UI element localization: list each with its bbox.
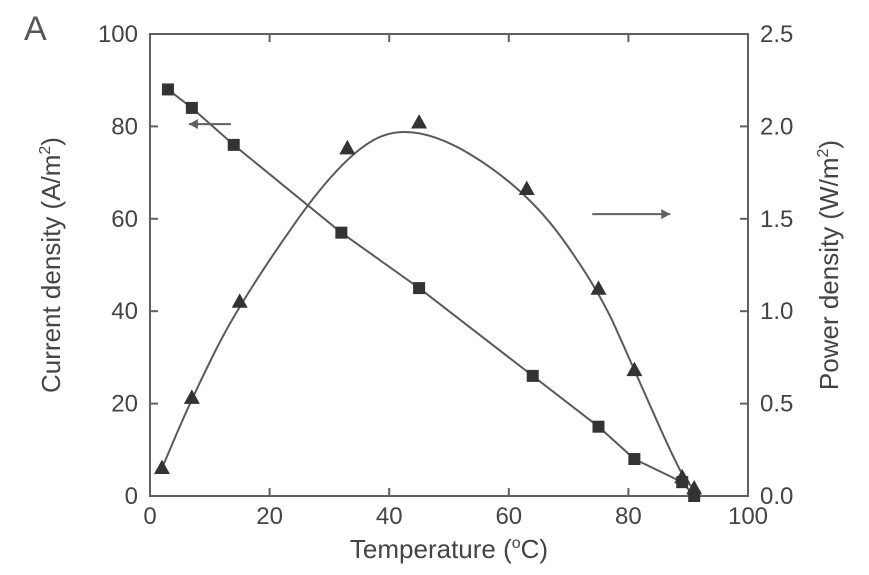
y-right-tick-label: 2.0 [760, 113, 793, 140]
x-tick-label: 60 [495, 503, 522, 530]
x-tick-label: 0 [143, 503, 156, 530]
marker-square [628, 453, 640, 465]
y-right-tick-label: 0.0 [760, 483, 793, 510]
y-right-tick-label: 1.0 [760, 298, 793, 325]
marker-triangle [339, 140, 355, 154]
marker-triangle [411, 114, 427, 128]
y-right-tick-label: 0.5 [760, 391, 793, 418]
y-left-tick-label: 80 [111, 113, 138, 140]
series-line-power_density [162, 132, 694, 489]
y-left-tick-label: 60 [111, 206, 138, 233]
y-left-tick-label: 0 [125, 483, 138, 510]
marker-square [527, 370, 539, 382]
y-right-axis-label: Power density (W/m2) [814, 140, 844, 390]
series-line-current_density [168, 89, 694, 496]
y-left-tick-label: 40 [111, 298, 138, 325]
marker-triangle [232, 293, 248, 307]
plot-frame [150, 34, 748, 496]
x-tick-label: 40 [376, 503, 403, 530]
y-left-tick-label: 20 [111, 391, 138, 418]
y-left-axis-label: Current density (A/m2) [36, 137, 66, 393]
marker-triangle [154, 460, 170, 474]
marker-square [186, 102, 198, 114]
dual-axis-chart: 0204060801000204060801000.00.51.01.52.02… [0, 0, 869, 575]
marker-triangle [519, 181, 535, 195]
right-arrow-icon-head [661, 209, 670, 219]
marker-square [228, 139, 240, 151]
marker-square [413, 282, 425, 294]
panel-letter: A [24, 10, 47, 48]
marker-triangle [184, 389, 200, 403]
marker-triangle [626, 362, 642, 376]
x-axis-label: Temperature (oC) [350, 534, 548, 564]
marker-square [593, 421, 605, 433]
marker-triangle [674, 469, 690, 483]
x-tick-label: 20 [256, 503, 283, 530]
y-left-tick-label: 100 [98, 21, 138, 48]
left-arrow-icon-head [189, 119, 198, 129]
marker-triangle [591, 280, 607, 294]
marker-square [335, 227, 347, 239]
x-tick-label: 80 [615, 503, 642, 530]
marker-square [162, 83, 174, 95]
y-right-tick-label: 1.5 [760, 206, 793, 233]
y-right-tick-label: 2.5 [760, 21, 793, 48]
